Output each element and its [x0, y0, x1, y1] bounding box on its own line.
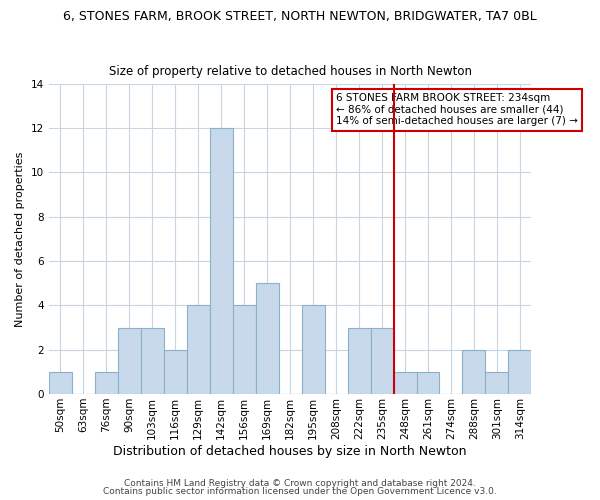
Text: Contains HM Land Registry data © Crown copyright and database right 2024.: Contains HM Land Registry data © Crown c… — [124, 478, 476, 488]
Text: Contains public sector information licensed under the Open Government Licence v3: Contains public sector information licen… — [103, 487, 497, 496]
X-axis label: Distribution of detached houses by size in North Newton: Distribution of detached houses by size … — [113, 444, 467, 458]
Bar — [394, 372, 416, 394]
Bar — [256, 284, 278, 394]
Bar — [95, 372, 118, 394]
Bar — [371, 328, 394, 394]
Bar — [463, 350, 485, 394]
Bar — [140, 328, 164, 394]
Bar — [485, 372, 508, 394]
Y-axis label: Number of detached properties: Number of detached properties — [15, 151, 25, 326]
Bar — [508, 350, 532, 394]
Bar — [416, 372, 439, 394]
Bar — [233, 306, 256, 394]
Bar — [164, 350, 187, 394]
Text: 6, STONES FARM, BROOK STREET, NORTH NEWTON, BRIDGWATER, TA7 0BL: 6, STONES FARM, BROOK STREET, NORTH NEWT… — [63, 10, 537, 23]
Bar — [302, 306, 325, 394]
Bar — [187, 306, 209, 394]
Text: 6 STONES FARM BROOK STREET: 234sqm
← 86% of detached houses are smaller (44)
14%: 6 STONES FARM BROOK STREET: 234sqm ← 86%… — [336, 93, 578, 126]
Bar — [118, 328, 140, 394]
Bar — [49, 372, 71, 394]
Bar — [209, 128, 233, 394]
Bar — [347, 328, 371, 394]
Title: Size of property relative to detached houses in North Newton: Size of property relative to detached ho… — [109, 66, 472, 78]
